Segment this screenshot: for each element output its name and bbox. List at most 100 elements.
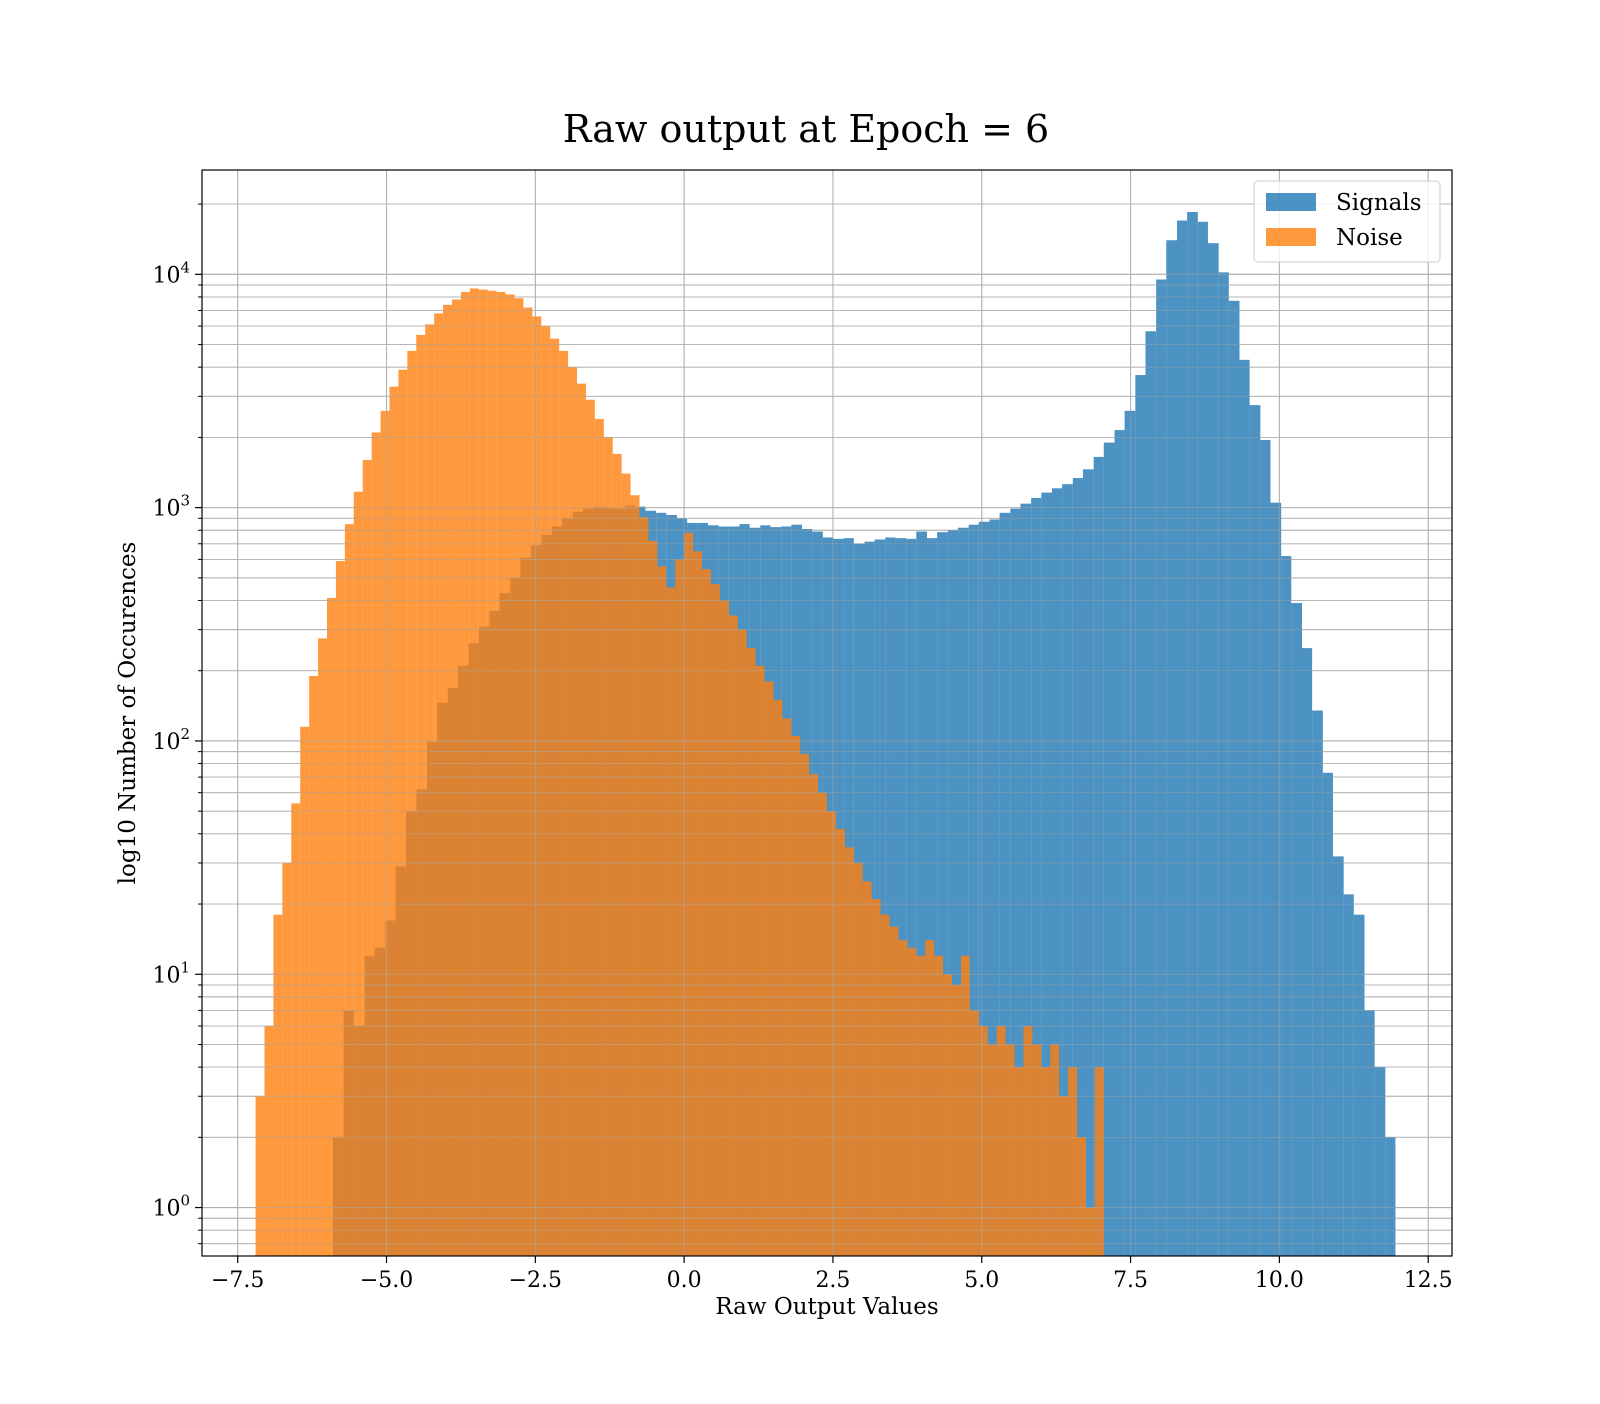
histogram-bar-noise [612, 453, 622, 1256]
grid-overlay [202, 170, 1452, 1256]
x-axis-label: Raw Output Values [715, 1294, 938, 1320]
histogram-bar-noise [255, 1096, 265, 1256]
histogram-bar-signals [1114, 430, 1125, 1256]
legend-label-signals: Signals [1336, 190, 1422, 216]
histogram-bar-noise [710, 584, 720, 1256]
histogram-bar-noise [835, 828, 845, 1256]
legend: Signals Noise [1253, 180, 1441, 263]
histogram-bar-signals [1072, 477, 1083, 1256]
histogram-bar-noise [371, 432, 381, 1256]
histogram-bar-noise [969, 1010, 979, 1256]
histogram-bar-noise [362, 460, 372, 1256]
histogram-bar-noise [684, 532, 694, 1256]
legend-swatch-noise [1266, 228, 1316, 246]
x-tick-label: 7.5 [1113, 1268, 1148, 1293]
histogram-bar-signals [1062, 484, 1073, 1256]
histogram-bar-signals [1093, 456, 1104, 1256]
x-tick-label: 5.0 [964, 1268, 999, 1293]
y-axis: 100 101 102 103 104 [152, 203, 202, 1245]
histogram-bar-signals [1052, 488, 1063, 1256]
histogram-bar-noise [577, 383, 586, 1256]
histogram-bar-signals [1197, 221, 1208, 1256]
histogram-bar-signals [1041, 492, 1052, 1256]
legend-swatch-signals [1266, 193, 1316, 211]
x-tick-label: 12.5 [1404, 1268, 1453, 1293]
histogram-bar-signals [916, 531, 927, 1256]
histogram-bar-noise [800, 753, 810, 1256]
histogram-bar-noise [505, 294, 515, 1256]
x-tick-label: 10.0 [1255, 1268, 1304, 1293]
histogram-bar-noise [1077, 1137, 1086, 1256]
histogram-bar-signals [1312, 710, 1323, 1256]
histogram-bar-signals [1228, 300, 1240, 1256]
histogram-bar-signals [906, 538, 917, 1256]
histogram-bar-signals [1166, 240, 1177, 1256]
y-tick-label: 104 [152, 258, 190, 288]
histogram-bar-noise [728, 615, 738, 1256]
histogram-bar-noise [996, 1026, 1006, 1256]
histogram-bar-signals [1207, 243, 1219, 1256]
histogram-bar-noise [335, 561, 345, 1256]
histogram-bar-signals [1385, 1137, 1396, 1256]
histogram-bar-noise [702, 569, 711, 1256]
histogram-bar-signals [1103, 442, 1115, 1256]
histogram-bar-noise [889, 926, 899, 1256]
histogram-bar-noise [764, 681, 774, 1256]
histogram-bar-noise [719, 600, 729, 1256]
histogram-bar-noise [550, 338, 560, 1256]
histogram-bar-noise [809, 774, 819, 1256]
histogram-bar-signals [885, 537, 896, 1256]
histogram-bar-noise [523, 307, 533, 1256]
histogram-bar-noise [496, 291, 506, 1256]
histogram-bar-noise [1005, 1044, 1015, 1256]
histogram-bar-noise [791, 736, 801, 1256]
histogram-bar-noise [1085, 1207, 1095, 1256]
histogram-bar-signals [1353, 914, 1365, 1256]
histogram-bar-noise [327, 597, 336, 1256]
histogram-bar-noise [648, 540, 658, 1256]
histogram-bar-signals [1374, 1067, 1386, 1256]
histogram-bar-noise [1032, 1044, 1042, 1256]
histogram-bar-signals [999, 512, 1011, 1256]
histogram-bar-noise [737, 629, 747, 1256]
histogram-bar-noise [880, 914, 890, 1256]
histogram-bar-noise [1068, 1067, 1077, 1256]
histogram-bar-noise [1041, 1067, 1051, 1256]
histogram-bar-noise [594, 418, 604, 1256]
histogram-bar-signals [1260, 439, 1271, 1256]
histogram-bar-signals [895, 538, 907, 1256]
histogram-bar-signals [1332, 856, 1344, 1256]
histogram-bar-noise [844, 847, 854, 1256]
histogram-bar-noise [469, 288, 479, 1256]
histogram-bar-noise [773, 699, 783, 1256]
histogram-bar-noise [862, 881, 872, 1256]
histogram-bar-signals [957, 527, 969, 1256]
histogram-bar-signals [1270, 502, 1282, 1256]
histogram-bar-noise [532, 316, 542, 1256]
chart-title: Raw output at Epoch = 6 [563, 107, 1049, 151]
x-axis: −7.5 −5.0 −2.5 0.0 2.5 5.0 7.5 10.0 12.5 [211, 1256, 1453, 1293]
histogram-bar-signals [1187, 211, 1198, 1256]
histogram-bar-noise [827, 811, 836, 1256]
histogram-bar-noise [407, 350, 417, 1256]
histogram-bar-noise [416, 334, 426, 1256]
histogram-bar-signals [1281, 556, 1292, 1256]
histogram-bar-signals [874, 539, 886, 1256]
histogram-bar-noise [630, 495, 640, 1256]
histogram-bar-noise [478, 289, 488, 1256]
histogram-bar-signals [968, 524, 979, 1256]
histogram-bar-noise [666, 587, 676, 1256]
histogram-bar-signals [1145, 331, 1157, 1256]
histogram-bar-signals [947, 530, 958, 1256]
histogram-bar-noise [425, 324, 435, 1256]
histogram-bar-noise [434, 313, 444, 1256]
histogram-bar-noise [755, 665, 765, 1256]
histogram-bar-signals [1302, 648, 1313, 1256]
histogram-bar-signals [1031, 497, 1042, 1256]
histogram-bar-signals [1156, 279, 1167, 1256]
histogram-bar-signals [1343, 894, 1354, 1256]
histogram-bar-signals [978, 521, 990, 1256]
histogram-bar-signals [927, 538, 938, 1256]
histogram-bar-signals [1239, 359, 1250, 1256]
x-tick-label: −2.5 [509, 1268, 562, 1293]
